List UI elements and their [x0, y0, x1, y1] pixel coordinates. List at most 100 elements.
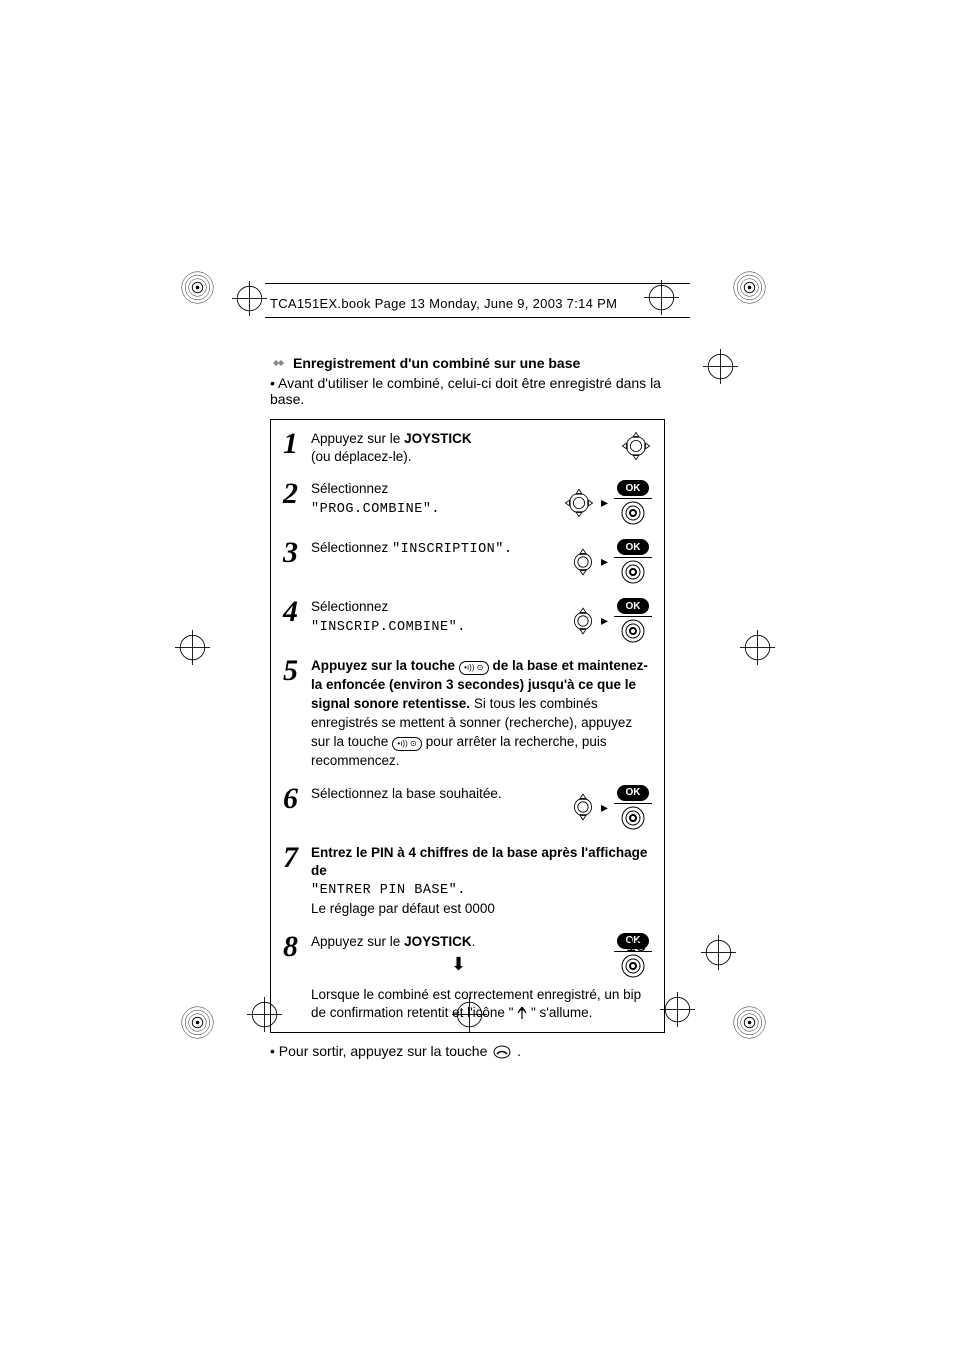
step-text: Le réglage par défaut est 0000 — [311, 901, 495, 916]
footer-text-2: . — [513, 1043, 521, 1059]
pager-button-icon: •ı)) ⊙ — [392, 737, 422, 751]
step-body: Appuyez sur le JOYSTICK. ⬇ — [311, 933, 606, 975]
registration-mark-tl — [180, 270, 215, 305]
header-rule-bottom — [265, 317, 690, 318]
divider — [614, 557, 652, 558]
step-5: 5 Appuyez sur la touche •ı)) ⊙ de la bas… — [283, 657, 652, 770]
step-body: Appuyez sur la touche •ı)) ⊙ de la base … — [311, 657, 652, 770]
step-text: Sélectionnez la base souhaitée. — [311, 786, 502, 801]
joystick-4way-icon — [563, 487, 595, 519]
footer-note: • Pour sortir, appuyez sur la touche . — [270, 1043, 665, 1059]
section-title: Enregistrement d'un combiné sur une base — [293, 355, 580, 371]
step-icons — [620, 430, 652, 462]
step-mono: "INSCRIPTION". — [392, 542, 512, 557]
step-text: Sélectionnez — [311, 481, 388, 496]
page-header: TCA151EX.book Page 13 Monday, June 9, 20… — [270, 296, 617, 311]
steps-box: 1 Appuyez sur le JOYSTICK (ou déplacez-l… — [270, 419, 665, 1033]
crosshair-mark-3 — [703, 349, 738, 384]
step-number: 8 — [283, 933, 303, 960]
confirm-text-2: " s'allume. — [527, 1005, 592, 1020]
ok-pill: OK — [617, 785, 649, 801]
step-body: Sélectionnez "INSCRIP.COMBINE". — [311, 598, 563, 636]
page-number: 13 — [626, 935, 646, 956]
step-icons: ▸ OK — [571, 785, 652, 830]
center-button-icon — [621, 806, 645, 830]
step-number: 6 — [283, 785, 303, 812]
divider — [614, 498, 652, 499]
step-number: 7 — [283, 844, 303, 871]
title-row: Enregistrement d'un combiné sur une base — [270, 355, 665, 371]
step-3: 3 Sélectionnez "INSCRIPTION". ▸ OK — [283, 539, 652, 584]
crosshair-mark-9 — [660, 992, 695, 1027]
step-body: Appuyez sur le JOYSTICK (ou déplacez-le)… — [311, 430, 612, 466]
step-mono: "ENTRER PIN BASE". — [311, 883, 466, 898]
ok-button-group: OK — [614, 785, 652, 830]
joystick-4way-icon — [620, 430, 652, 462]
crosshair-mark-2 — [644, 280, 679, 315]
arrow-down-wrapper: ⬇ — [311, 955, 606, 975]
step-number: 4 — [283, 598, 303, 625]
ok-pill: OK — [617, 598, 649, 614]
step-1: 1 Appuyez sur le JOYSTICK (ou déplacez-l… — [283, 430, 652, 466]
step-body: Entrez le PIN à 4 chiffres de la base ap… — [311, 844, 652, 919]
main-content: Enregistrement d'un combiné sur une base… — [270, 355, 665, 1059]
arrow-right-icon: ▸ — [601, 799, 608, 816]
joystick-vertical-icon — [571, 548, 595, 576]
diamond-icon — [270, 357, 288, 369]
divider — [614, 803, 652, 804]
crosshair-mark-4 — [175, 630, 210, 665]
step-6: 6 Sélectionnez la base souhaitée. ▸ OK — [283, 785, 652, 830]
step-body: Sélectionnez "INSCRIPTION". — [311, 539, 563, 559]
step-text: Appuyez sur le — [311, 431, 404, 446]
crosshair-mark-6 — [701, 935, 736, 970]
step-number: 2 — [283, 480, 303, 507]
step-icons: ▸ OK — [571, 539, 652, 584]
registration-mark-br — [732, 1005, 767, 1040]
divider — [614, 616, 652, 617]
step-number: 3 — [283, 539, 303, 566]
center-button-icon — [621, 501, 645, 525]
joystick-vertical-icon — [571, 793, 595, 821]
step-text: . — [472, 934, 476, 949]
pager-button-icon: •ı)) ⊙ — [459, 661, 489, 675]
step-7: 7 Entrez le PIN à 4 chiffres de la base … — [283, 844, 652, 919]
antenna-icon — [517, 1007, 527, 1019]
arrow-right-icon: ▸ — [601, 553, 608, 570]
step-4: 4 Sélectionnez "INSCRIP.COMBINE". ▸ OK — [283, 598, 652, 643]
crosshair-mark-5 — [740, 630, 775, 665]
ok-pill: OK — [617, 539, 649, 555]
step-mono: "INSCRIP.COMBINE". — [311, 620, 466, 635]
step-body: Sélectionnez "PROG.COMBINE". — [311, 480, 555, 518]
arrow-down-icon: ⬇ — [451, 954, 466, 974]
header-rule-top — [265, 283, 690, 284]
step-text: Sélectionnez — [311, 540, 392, 555]
step-text-bold: JOYSTICK — [404, 934, 472, 949]
step-8: 8 Appuyez sur le JOYSTICK. ⬇ OK — [283, 933, 652, 978]
step-text: (ou déplacez-le). — [311, 449, 412, 464]
arrow-right-icon: ▸ — [601, 612, 608, 629]
step-number: 1 — [283, 430, 303, 457]
ok-button-group: OK — [614, 480, 652, 525]
step-text-bold: JOYSTICK — [404, 431, 472, 446]
crosshair-mark-1 — [232, 281, 267, 316]
intro-text: • Avant d'utiliser le combiné, celui-ci … — [270, 375, 665, 407]
footer-text: • Pour sortir, appuyez sur la touche — [270, 1043, 491, 1059]
step-icons: ▸ OK — [563, 480, 652, 525]
ok-button-group: OK — [614, 539, 652, 584]
hangup-icon — [493, 1045, 511, 1059]
step-text: Sélectionnez — [311, 599, 388, 614]
registration-mark-bl — [180, 1005, 215, 1040]
arrow-right-icon: ▸ — [601, 494, 608, 511]
registration-mark-tr — [732, 270, 767, 305]
step-2: 2 Sélectionnez "PROG.COMBINE". ▸ OK — [283, 480, 652, 525]
step-text: Appuyez sur le — [311, 934, 404, 949]
step-mono: "PROG.COMBINE". — [311, 502, 440, 517]
ok-pill: OK — [617, 480, 649, 496]
step-body: Sélectionnez la base souhaitée. — [311, 785, 563, 803]
step-icons: ▸ OK — [571, 598, 652, 643]
joystick-vertical-icon — [571, 607, 595, 635]
center-button-icon — [621, 954, 645, 978]
step-number: 5 — [283, 657, 303, 684]
ok-button-group: OK — [614, 598, 652, 643]
center-button-icon — [621, 560, 645, 584]
